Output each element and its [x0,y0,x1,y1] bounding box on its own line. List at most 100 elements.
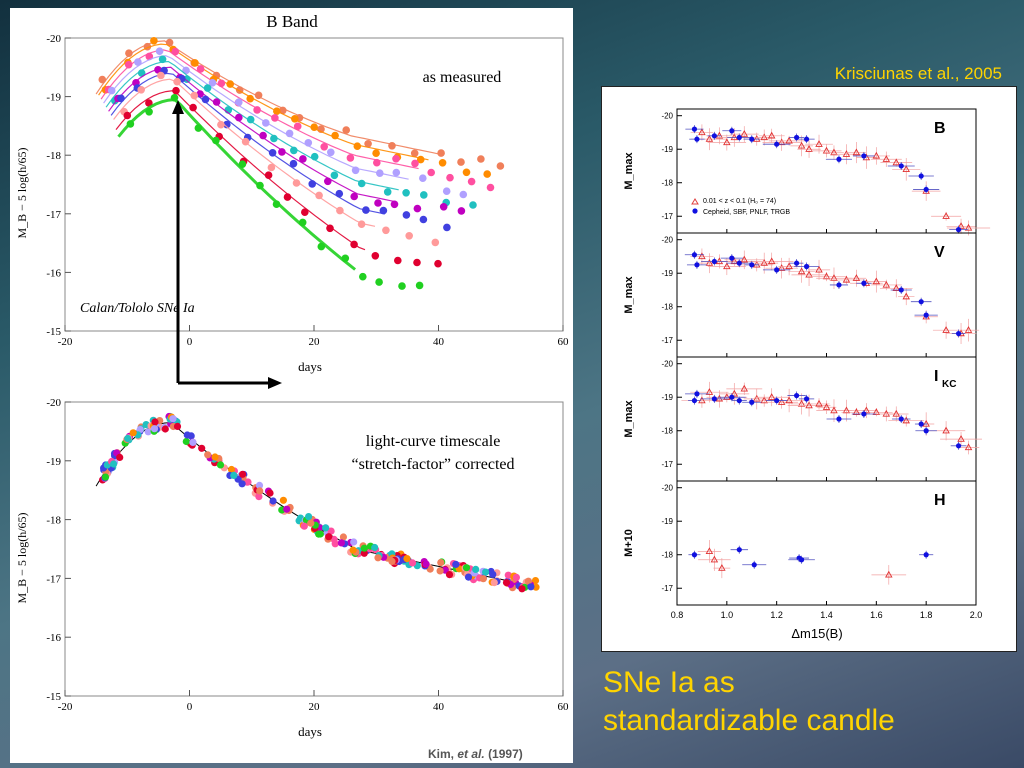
data-point [350,192,359,201]
data-point [350,538,358,546]
y-tick-label: -18 [661,427,673,436]
band-label: V [934,244,945,261]
cepheid-point [898,287,904,293]
data-point [299,155,307,163]
cepheid-point [898,163,904,169]
data-point [353,142,362,150]
data-point [254,91,263,100]
data-point [270,134,278,143]
hubble-point [730,133,739,141]
krisciunas-credit: Krisciunas et al., 2005 [834,64,1002,83]
band-label: B [934,120,946,137]
hubble-point [705,259,714,266]
data-point [134,58,142,66]
data-point [360,549,368,557]
hubble-point [715,131,724,139]
data-point [320,143,329,151]
data-point [204,451,212,459]
data-point [217,120,225,129]
cepheid-point [803,263,810,270]
x-tick-label: 60 [558,701,570,713]
data-point [223,120,231,129]
data-point [107,86,116,95]
hubble-point [822,272,831,280]
cepheid-point [803,136,810,142]
data-point [359,272,367,281]
data-point [408,559,417,567]
y-tick-label: -18 [661,303,673,312]
cepheid-point [923,312,929,318]
data-point [246,94,254,103]
legend: 0.01 < z < 0.1 (H₀ = 74) Cepheid, SBF, P… [691,198,790,216]
data-point [256,487,264,495]
x-tick-label: 2.0 [970,610,983,620]
y-tick-label: -17 [661,212,673,221]
y-tick-label: -17 [46,573,61,585]
cepheid-point [736,134,742,141]
hubble-point [760,396,768,404]
top-chart-xlabel: days [298,359,322,374]
hubble-point [872,408,881,415]
hubble-point [767,131,776,139]
data-point [158,55,167,64]
cepheid-point [694,391,700,397]
hubble-point [815,399,823,407]
y-tick-label: -20 [661,484,673,493]
cepheid-point [691,397,698,404]
data-point [446,173,454,182]
data-point [171,47,180,56]
data-point [459,190,468,199]
data-point [183,431,191,439]
data-point [419,215,428,224]
data-point [398,282,406,290]
data-point [371,543,379,552]
data-point [255,493,263,501]
hubble-point [797,399,806,407]
data-point [426,565,434,573]
y-tick-label: -17 [661,584,673,593]
hubble-point [942,326,950,333]
data-point [413,258,421,267]
data-point [483,170,492,178]
light-curve-line [115,90,366,251]
data-point [452,560,460,569]
hubble-point [822,146,831,154]
cepheid-point [923,428,929,434]
band-panel-frame [676,356,977,482]
data-point [331,131,339,140]
data-point [217,79,226,88]
hubble-point [964,443,973,451]
cepheid-point [923,186,929,193]
slide-title: SNe Ia as standardizable candle [603,664,1013,740]
data-point [439,203,448,211]
data-point [413,204,422,213]
hubble-point [805,401,813,409]
cepheid-point [774,141,780,147]
cepheid-point [729,128,735,134]
data-point [272,200,281,208]
data-point [339,533,347,541]
data-point [335,189,344,198]
cepheid-point [749,399,755,405]
legend-cepheid-label: Cepheid, SBF, PNLF, TRGB [703,209,790,216]
data-point [375,278,383,286]
data-point [244,478,252,486]
y-tick-label: -16 [46,632,61,644]
x-tick-label: 1.0 [721,610,734,620]
x-tick-label: 20 [309,336,321,348]
data-point [502,579,511,587]
data-point [101,473,110,481]
data-point [327,527,335,535]
data-point [392,168,401,177]
data-point [341,254,350,263]
bottom-chart-ylabel: M_B − 5 log(h/65) [15,512,29,603]
data-point [203,84,212,92]
hubble-point [767,393,776,400]
cepheid-point [955,227,962,233]
data-point [388,557,396,566]
band-ylabel: M_max [623,151,635,189]
legend-hubble-label: 0.01 < z < 0.1 (H₀ = 74) [703,198,776,205]
data-point [238,480,246,488]
data-point [279,496,287,504]
data-point [411,159,419,168]
